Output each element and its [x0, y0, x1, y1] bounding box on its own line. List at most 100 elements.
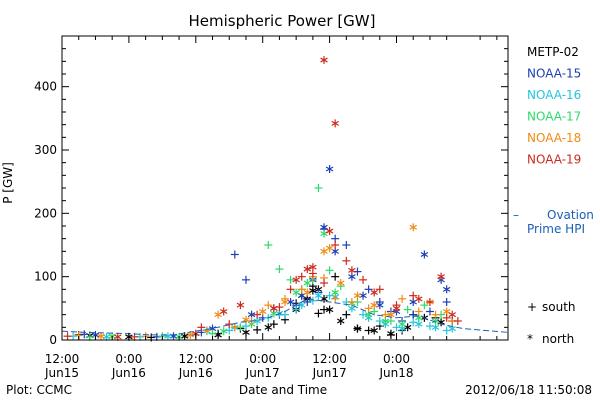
chart-title: Hemispheric Power [GW]	[189, 12, 376, 30]
marker-stroke	[320, 224, 328, 230]
south-point	[409, 310, 418, 319]
north-point	[370, 326, 378, 335]
marker-stroke	[381, 318, 390, 324]
south-point	[303, 298, 312, 306]
south-point	[398, 294, 407, 303]
south-point	[320, 279, 329, 287]
marker-stroke	[415, 296, 423, 302]
legend-ovation-line2: Prime HPI	[527, 222, 585, 236]
south-point	[63, 332, 72, 341]
north-point	[292, 275, 300, 284]
south-point	[431, 310, 440, 319]
x-tick-time: 12:00	[179, 352, 214, 366]
south-point	[414, 307, 423, 316]
legend-entry: NOAA-15	[527, 67, 581, 81]
north-point	[353, 324, 362, 333]
north-point	[219, 327, 228, 336]
south-point	[381, 310, 390, 319]
marker-stroke	[320, 248, 328, 254]
north-point	[320, 56, 328, 65]
south-point	[320, 305, 329, 314]
north-point	[336, 279, 345, 287]
north-point	[353, 291, 362, 300]
marker-stroke	[292, 289, 300, 296]
south-point	[264, 241, 273, 249]
marker-stroke	[370, 302, 378, 308]
north-point	[415, 294, 423, 303]
south-point	[314, 184, 323, 192]
marker-stroke	[270, 305, 278, 311]
north-point	[281, 298, 289, 306]
marker-stroke	[353, 293, 362, 299]
south-point	[403, 305, 412, 314]
north-point	[420, 250, 429, 259]
south-point	[364, 304, 373, 313]
marker-stroke	[325, 166, 334, 172]
x-tick-time: 0:00	[383, 352, 410, 366]
x-tick-time: 0:00	[115, 352, 142, 366]
south-point	[292, 305, 301, 314]
north-point	[336, 317, 345, 325]
north-point	[219, 307, 228, 316]
south-point	[275, 265, 284, 274]
north-point	[398, 320, 406, 329]
marker-stroke	[448, 312, 457, 318]
x-tick-date: Jun16	[111, 366, 146, 380]
marker-stroke	[314, 293, 323, 299]
north-point	[448, 310, 457, 319]
north-point	[437, 272, 445, 281]
north-point	[264, 323, 273, 332]
legend-south-symbol: +	[527, 300, 537, 314]
south-point	[420, 301, 429, 310]
south-point	[347, 298, 356, 306]
marker-stroke	[325, 228, 334, 234]
y-tick-label: 200	[34, 206, 57, 220]
south-point	[342, 310, 351, 319]
marker-stroke	[415, 321, 423, 327]
south-point	[442, 298, 451, 306]
marker-stroke	[442, 286, 451, 292]
marker-stroke	[348, 305, 356, 311]
marker-stroke	[387, 331, 395, 337]
marker-stroke	[331, 289, 339, 296]
south-point	[331, 241, 340, 249]
south-point	[269, 320, 278, 329]
y-tick-label: 400	[34, 80, 57, 94]
south-point	[286, 285, 295, 294]
north-point	[325, 165, 334, 173]
marker-stroke	[320, 231, 328, 237]
south-point	[230, 250, 239, 259]
marker-stroke	[348, 274, 356, 280]
south-point	[425, 298, 434, 306]
marker-stroke	[242, 317, 250, 323]
south-point	[286, 275, 295, 284]
north-point	[325, 305, 334, 314]
north-point	[303, 288, 312, 297]
x-tick-date: Jun15	[44, 366, 79, 380]
marker-stroke	[97, 333, 105, 339]
ovation-prime-polyline	[61, 298, 509, 336]
legend-north-symbol: *	[527, 332, 533, 346]
south-point	[409, 291, 418, 300]
north-point	[320, 247, 328, 256]
north-point	[303, 265, 312, 274]
north-point	[331, 119, 339, 128]
south-point	[230, 323, 239, 332]
legend-entry: NOAA-16	[527, 88, 581, 102]
marker-stroke	[448, 326, 457, 332]
legend-entry: METP-02	[527, 45, 579, 59]
south-point	[364, 285, 373, 294]
marker-stroke	[348, 267, 356, 273]
marker-stroke	[437, 319, 445, 325]
north-point	[270, 304, 278, 313]
marker-stroke	[409, 224, 417, 230]
x-tick-date: Jun18	[378, 366, 413, 380]
marker-stroke	[398, 326, 406, 332]
south-point	[359, 310, 368, 319]
marker-stroke	[309, 264, 317, 270]
south-point	[442, 313, 451, 322]
south-point	[241, 275, 250, 284]
marker-stroke	[281, 299, 289, 305]
y-axis-label: P [GW]	[1, 162, 15, 204]
